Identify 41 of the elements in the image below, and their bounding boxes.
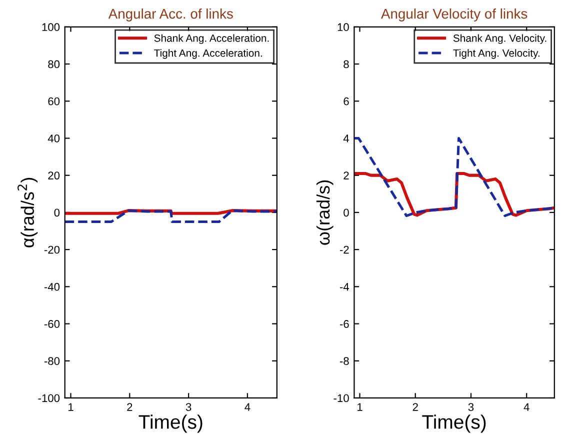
y-tick-label: 8 <box>344 60 349 68</box>
y-tick-label: 0 <box>344 208 349 217</box>
y-axis-title: ω(rad/s) <box>316 180 334 245</box>
chart-title: Angular Velocity of links <box>380 8 528 22</box>
y-axis-title: α(rad/s$^{2}$) <box>18 178 38 248</box>
y-tick-label: 2 <box>344 172 349 180</box>
x-tick-label: 2 <box>127 403 132 411</box>
y-tick-label: -8 <box>340 357 349 366</box>
y-tick-label: -40 <box>44 282 60 291</box>
x-tick-label: 4 <box>244 403 250 411</box>
y-tick-label: -6 <box>340 320 349 328</box>
y-tick-label: -2 <box>340 246 349 254</box>
x-tick-label: 1 <box>68 403 74 411</box>
x-tick-label: 2 <box>412 403 418 411</box>
x-tick-label: 4 <box>524 403 530 411</box>
legend-label: Shank Ang. Acceleration. <box>154 34 269 44</box>
y-tick-label: 0 <box>54 208 60 217</box>
y-tick-label: 80 <box>48 60 60 68</box>
x-tick-label: 1 <box>358 403 362 411</box>
x-axis-title: Time(s) <box>422 414 486 433</box>
legend-label: Tight Ang. Acceleration. <box>154 49 262 59</box>
x-axis-title: Time(s) <box>138 414 202 433</box>
y-tick-label: 60 <box>48 97 60 106</box>
legend-label: Shank Ang. Velocity. <box>453 34 546 44</box>
y-tick-label: 6 <box>344 97 349 106</box>
x-tick-label: 3 <box>468 403 474 411</box>
y-tick-label: -4 <box>340 283 350 291</box>
y-tick-label: 4 <box>343 134 350 142</box>
legend-label: Tight Ang. Velocity. <box>453 49 540 59</box>
y-tick-label: -60 <box>44 320 60 328</box>
y-tick-label: 20 <box>48 172 60 180</box>
chart-title: Angular Acc. of links <box>108 8 233 22</box>
y-tick-label: -10 <box>334 394 349 402</box>
line-series <box>354 136 554 218</box>
y-tick-label: 100 <box>42 23 60 32</box>
x-tick-label: 3 <box>186 403 192 411</box>
y-tick-label: -100 <box>38 394 60 402</box>
y-tick-label: 40 <box>48 134 60 142</box>
y-tick-label: -20 <box>44 246 60 254</box>
y-tick-label: 10 <box>338 23 349 32</box>
y-tick-label: -80 <box>44 357 60 366</box>
